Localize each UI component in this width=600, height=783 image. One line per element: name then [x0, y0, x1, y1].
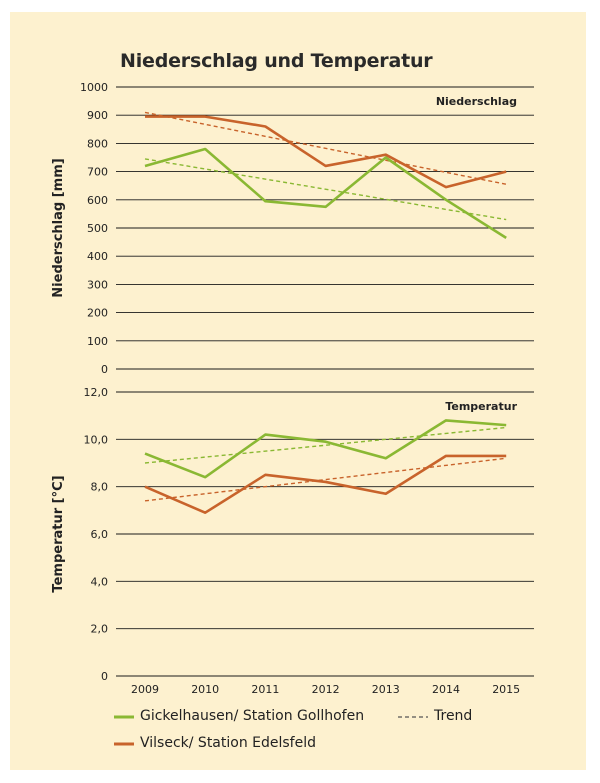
- y-tick-label: 700: [87, 166, 108, 179]
- y-tick-label: 300: [87, 278, 108, 291]
- legend-orange-label: Vilseck/ Station Edelsfeld: [140, 735, 316, 751]
- y-tick-label: 500: [87, 222, 108, 235]
- y-tick-label: 12,0: [84, 386, 109, 399]
- y-tick-label: 900: [87, 109, 108, 122]
- series-line-orange: [144, 454, 507, 515]
- trend-line: [144, 158, 507, 221]
- series-line-green: [144, 419, 507, 479]
- y-tick-label: 100: [87, 335, 108, 348]
- y-axis-label: Temperatur [°C]: [51, 475, 66, 592]
- panel-1: 0 100 200 300 400 500 600 700 800 900 1000 Niedersc…: [51, 81, 534, 376]
- panel-label: Niederschlag: [436, 95, 517, 108]
- x-tick-label: 2014: [432, 683, 460, 696]
- trend-line: [144, 111, 507, 185]
- x-tick-label: 2009: [131, 683, 159, 696]
- y-tick-label: 2,0: [91, 623, 109, 636]
- y-tick-label: 400: [87, 250, 108, 263]
- y-tick-label: 0: [101, 670, 108, 683]
- y-tick-label: 800: [87, 137, 108, 150]
- trend-line: [144, 457, 507, 502]
- legend-green-label: Gickelhausen/ Station Gollhofen: [140, 708, 365, 724]
- trend-line: [144, 426, 507, 464]
- y-tick-label: 200: [87, 307, 108, 320]
- y-tick-label: 600: [87, 194, 108, 207]
- x-tick-label: 2010: [191, 683, 219, 696]
- y-tick-label: 1000: [80, 81, 108, 94]
- legend-trend-label: Trend: [434, 708, 473, 724]
- x-tick-label: 2013: [372, 683, 400, 696]
- x-tick-label: 2015: [492, 683, 520, 696]
- y-axis-label: Niederschlag [mm]: [51, 158, 66, 297]
- x-tick-label: 2012: [312, 683, 340, 696]
- chart-card: Niederschlag und Temperatur: [10, 12, 586, 770]
- y-tick-label: 6,0: [91, 528, 109, 541]
- x-tick-label: 2011: [251, 683, 279, 696]
- panel-label: Temperatur: [445, 400, 517, 413]
- y-tick-label: 4,0: [91, 575, 109, 588]
- series-line-green: [144, 147, 507, 239]
- panel-2: 0 2,0 4,0 6,0 8,0 10,0 12,0 Temperatur [°C] Temp…: [51, 386, 534, 696]
- y-tick-label: 10,0: [84, 433, 109, 446]
- y-tick-label: 8,0: [91, 481, 109, 494]
- chart-title: Niederschlag und Temperatur: [120, 50, 433, 72]
- y-tick-label: 0: [101, 363, 108, 376]
- series-line-orange: [145, 115, 507, 189]
